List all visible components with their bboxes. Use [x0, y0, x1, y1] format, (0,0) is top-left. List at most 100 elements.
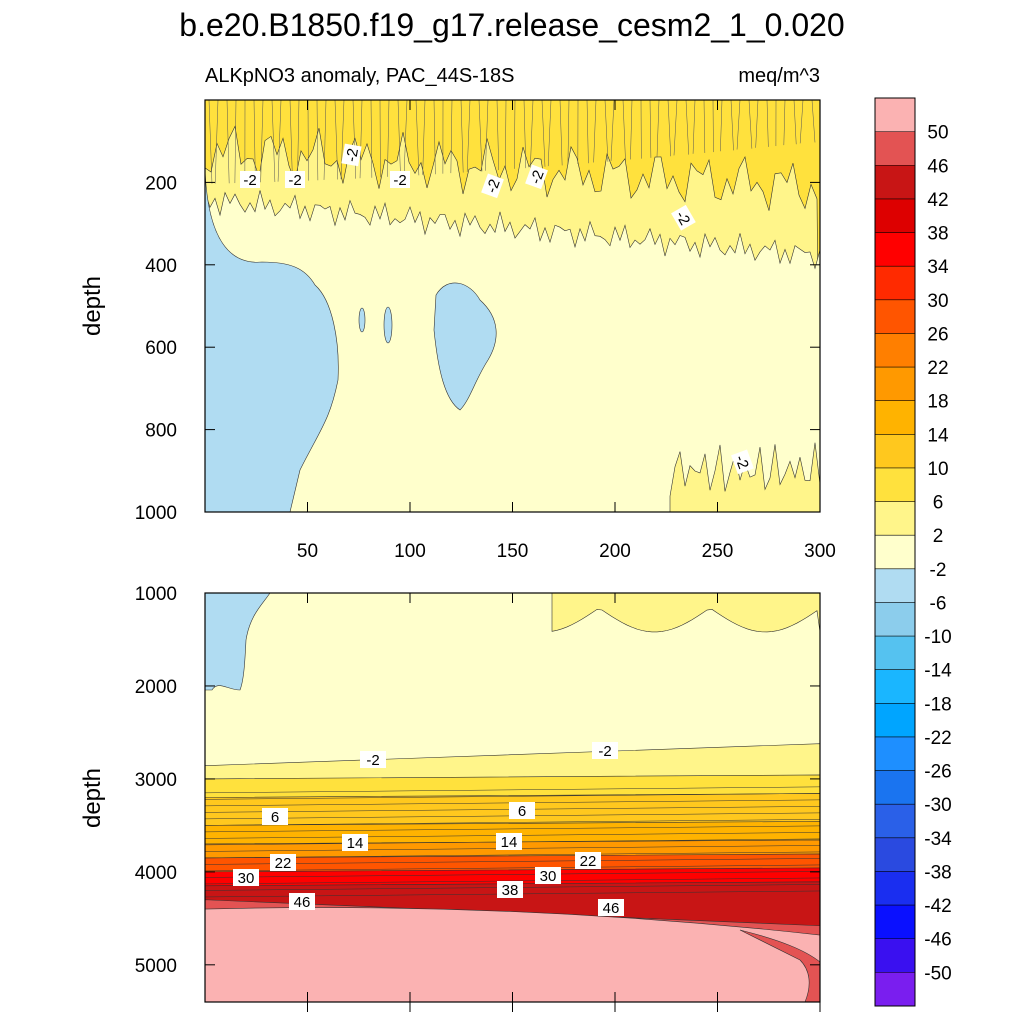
contour-label: 22 — [575, 852, 601, 870]
contour-line — [397, 100, 401, 177]
contour-label: -2 — [360, 751, 386, 769]
y-tick-label: 5000 — [135, 956, 177, 977]
colorbar-label: 18 — [927, 392, 948, 413]
colorbar-swatch — [875, 972, 915, 1007]
contour-label: -2 — [285, 171, 305, 189]
contour-line — [514, 100, 516, 169]
svg-text:46: 46 — [603, 900, 620, 917]
contour-label: 38 — [497, 881, 523, 899]
contour-line — [478, 100, 483, 172]
contour-line — [205, 877, 820, 885]
colorbar-swatch — [875, 131, 915, 166]
contour-line — [205, 793, 820, 800]
colorbar-label: 50 — [927, 123, 948, 144]
colorbar-label: 22 — [927, 358, 948, 379]
y-axis-label: depth — [79, 276, 106, 336]
contour-line — [205, 819, 820, 826]
contour-line — [523, 100, 527, 169]
colorbar-label: 46 — [927, 156, 948, 177]
x-tick-label: 150 — [497, 541, 529, 562]
contour-line — [433, 100, 436, 175]
y-tick-label: 200 — [145, 173, 177, 194]
y-tick-label: 1000 — [135, 584, 177, 605]
contour-line — [793, 100, 797, 145]
contour-line — [297, 100, 300, 181]
contour-line — [271, 100, 276, 182]
colorbar-swatch — [875, 602, 915, 637]
colorbar-label: -38 — [924, 862, 951, 883]
colorbar-swatch — [875, 636, 915, 671]
colorbar-label: -2 — [930, 560, 947, 581]
contour-line — [667, 100, 671, 157]
contour-label: 6 — [262, 808, 288, 826]
contour-label: -2 — [481, 173, 504, 199]
svg-text:46: 46 — [294, 894, 311, 911]
y-tick-label: 1000 — [135, 503, 177, 524]
contour-label: -2 — [592, 742, 618, 760]
contour-line — [604, 100, 609, 162]
colorbar-frame — [874, 97, 916, 1007]
colorbar-label: 10 — [927, 459, 948, 480]
contour-line — [316, 100, 319, 181]
svg-text:-2: -2 — [393, 172, 406, 189]
colorbar-label: 14 — [927, 425, 949, 446]
colorbar-swatch — [875, 367, 915, 402]
contour-line — [586, 100, 589, 164]
contour-line — [736, 100, 741, 150]
contour-line — [205, 851, 820, 859]
contour-line — [541, 100, 546, 167]
contour-label: 46 — [598, 899, 624, 917]
colorbar-swatch — [875, 400, 915, 435]
region-minus2-to-2-top — [551, 593, 820, 633]
colorbar-swatch — [875, 669, 915, 704]
contour-line — [559, 100, 563, 166]
colorbar-swatch — [875, 871, 915, 906]
contour-line — [370, 100, 373, 178]
y-tick-label: 2000 — [135, 677, 177, 698]
contour-line — [205, 858, 820, 865]
contour-line — [415, 100, 420, 176]
x-tick-label: 300 — [804, 541, 836, 562]
contour-label: 14 — [342, 834, 368, 852]
colorbar-label: -50 — [924, 963, 951, 984]
contour-label: -2 — [341, 143, 362, 167]
colorbar-label: -10 — [924, 627, 951, 648]
y-axis-label: depth — [79, 768, 106, 828]
contour-line — [673, 100, 678, 156]
colorbar-swatch — [875, 434, 915, 469]
contour-line — [205, 864, 820, 872]
contour-line — [359, 100, 363, 179]
svg-text:-2: -2 — [343, 147, 362, 163]
colorbar-swatch — [875, 467, 915, 503]
colorbar-swatch — [875, 333, 915, 368]
contour-line — [630, 100, 633, 160]
colorbar-swatch — [875, 165, 915, 200]
colorbar-swatch — [875, 568, 915, 603]
colorbar: 50 46 42 38 34 30 26 22 18 14 10 6 2 -2 -6 -10 -14 -18 -22… — [874, 97, 952, 1007]
svg-text:22: 22 — [275, 855, 292, 872]
y-tick-label: 600 — [145, 338, 177, 359]
contour-label: 30 — [535, 867, 561, 885]
contour-line — [277, 100, 282, 182]
contour-line — [387, 100, 390, 177]
contour-line — [334, 100, 338, 180]
svg-text:22: 22 — [580, 853, 597, 870]
colorbar-label: -6 — [930, 593, 947, 614]
contour-line — [466, 100, 471, 172]
upper-plot-area — [205, 100, 820, 512]
colorbar-label: -30 — [924, 795, 951, 816]
contour-label: -2 — [525, 164, 548, 190]
colorbar-swatch — [875, 535, 915, 570]
contour-line — [205, 871, 820, 878]
contour-label: 14 — [496, 833, 522, 851]
colorbar-swatch — [875, 232, 915, 267]
contour-line — [260, 100, 264, 183]
svg-text:6: 6 — [518, 803, 526, 820]
contour-line — [496, 100, 500, 171]
colorbar-swatch — [875, 736, 915, 772]
contour-line — [214, 100, 219, 184]
colorbar-swatch — [875, 938, 915, 973]
svg-text:-2: -2 — [598, 743, 611, 760]
contour-label: -2 — [671, 204, 696, 231]
